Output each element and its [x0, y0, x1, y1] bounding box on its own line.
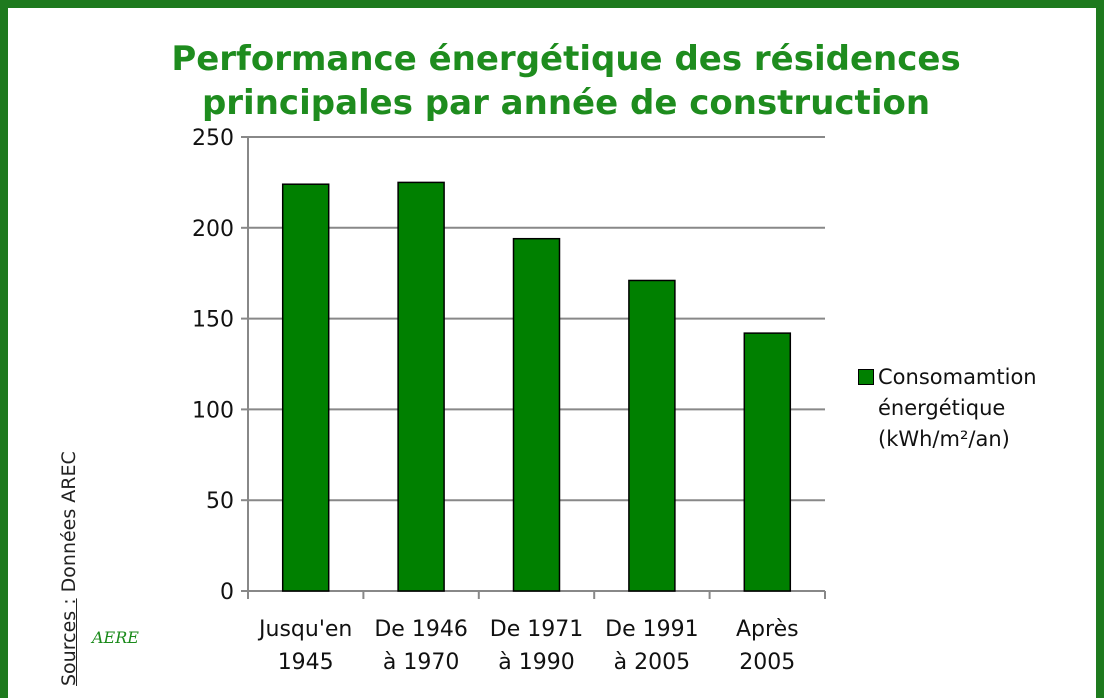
- bar: [743, 332, 792, 592]
- source: Sources : Données AREC: [58, 451, 80, 686]
- chart-title: Performance énergétique des résidences: [171, 39, 960, 79]
- chart-title: principales par année de construction: [202, 83, 930, 123]
- x-tick-label: Jusqu'en: [257, 617, 352, 642]
- x-tick-label: à 1970: [383, 650, 459, 675]
- x-tick-label: Après: [736, 617, 799, 642]
- x-tick-label: à 2005: [614, 650, 690, 675]
- x-tick-label: à 1990: [498, 650, 574, 675]
- x-tick-label: De 1991: [605, 617, 698, 642]
- x-tick-label: De 1946: [374, 617, 467, 642]
- bar: [628, 279, 676, 592]
- source-label: Sources :: [58, 598, 80, 686]
- bar: [281, 183, 330, 592]
- legend-label: Consomamtion énergétique (kWh/m²/an): [878, 365, 1037, 451]
- legend: Consomamtion énergétique (kWh/m²/an): [858, 362, 1088, 455]
- y-tick-label: 0: [220, 580, 234, 605]
- legend-swatch: [858, 369, 874, 385]
- y-tick-label: 150: [192, 308, 234, 333]
- y-tick-label: 250: [192, 126, 234, 151]
- logo: AERE: [92, 628, 139, 647]
- x-tick-label: De 1971: [490, 617, 583, 642]
- x-tick-label: 1945: [278, 650, 334, 675]
- bar: [397, 181, 445, 592]
- y-tick-label: 50: [206, 489, 234, 514]
- y-tick-label: 200: [192, 217, 234, 242]
- y-tick-label: 100: [192, 398, 234, 423]
- bar: [512, 237, 561, 592]
- source-text: Données AREC: [58, 451, 80, 593]
- x-tick-label: 2005: [739, 650, 795, 675]
